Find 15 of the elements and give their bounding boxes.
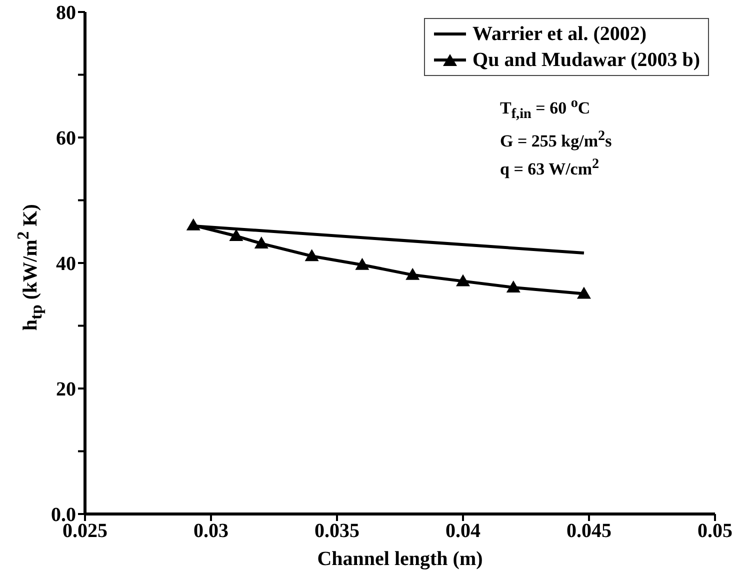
y-tick-label: 80 xyxy=(56,2,76,24)
annotation: q = 63 W/cm$^{2}$ xyxy=(500,154,600,180)
y-tick-label: 60 xyxy=(56,128,76,150)
x-axis-title: Channel length (m) xyxy=(316,548,484,571)
legend-label: Qu and Mudawar (2003 b) xyxy=(472,48,700,73)
x-tick-label: 0.04 xyxy=(446,520,480,542)
x-tick-label: 0.035 xyxy=(314,520,360,542)
x-tick-label: 0.045 xyxy=(566,520,612,542)
y-tick-label: 40 xyxy=(56,253,76,276)
x-tick-label: 0.03 xyxy=(194,520,228,542)
annotation: T$_{f,in}$ = 60 $^{o}$C xyxy=(500,94,592,124)
annotation: G = 255 kg/m$^{2}$s xyxy=(500,127,612,153)
y-tick-label: 20 xyxy=(56,378,76,401)
x-tick-label: 0.05 xyxy=(698,520,732,542)
legend-label: Warrier et al. (2002) xyxy=(472,22,647,47)
